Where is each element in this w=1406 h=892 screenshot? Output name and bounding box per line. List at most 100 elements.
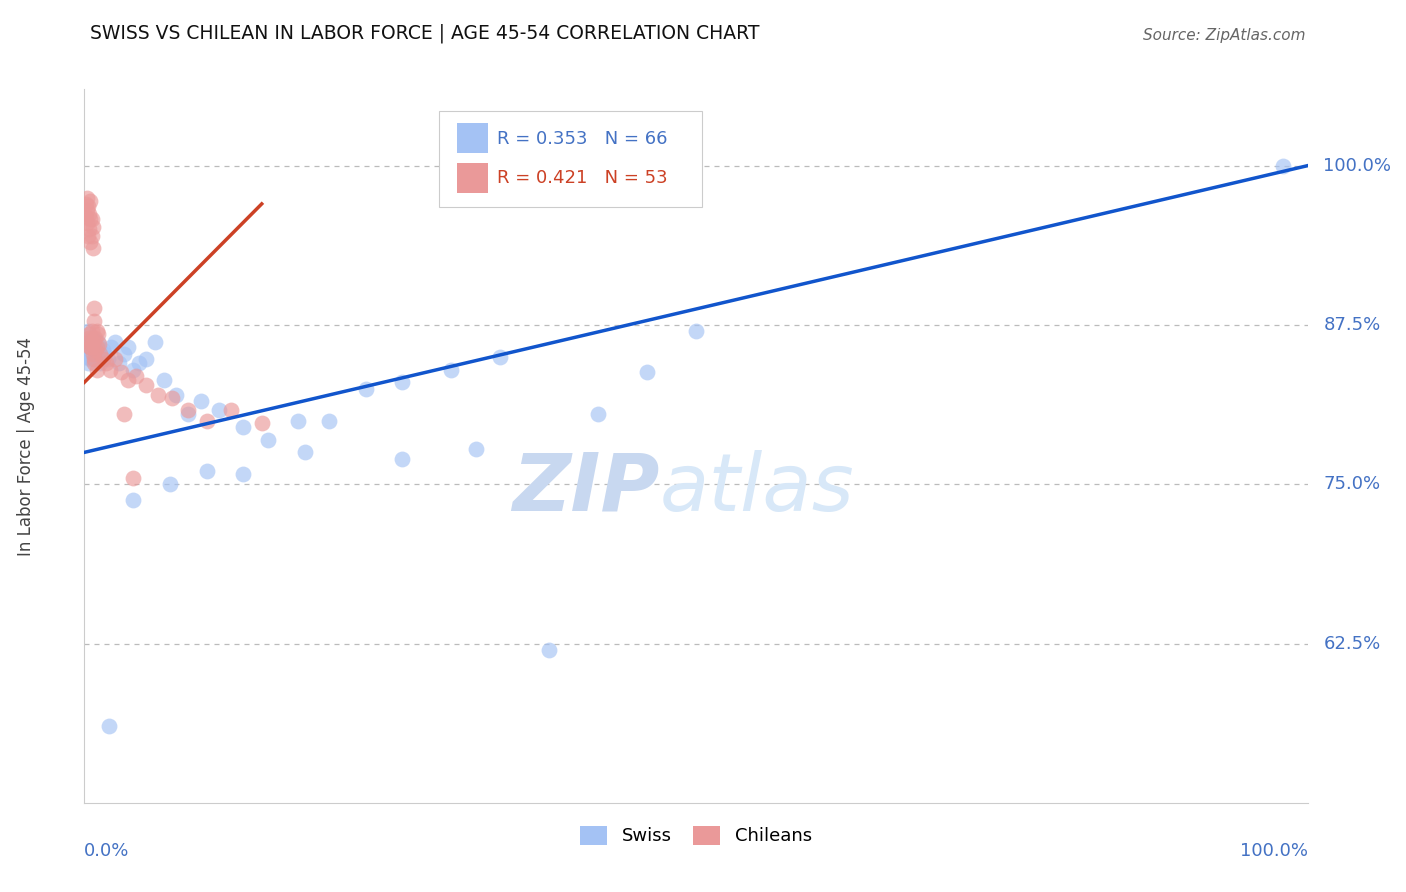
Point: [77, 343, 100, 358]
Point: [112, 347, 135, 361]
Point: [1272, 159, 1295, 173]
Point: [82, 334, 104, 349]
Point: [84, 331, 107, 345]
Text: 87.5%: 87.5%: [1323, 316, 1381, 334]
Point: [287, 413, 309, 427]
Point: [77, 199, 100, 213]
Point: [75, 197, 97, 211]
Point: [190, 394, 212, 409]
FancyBboxPatch shape: [439, 111, 702, 207]
Point: [195, 413, 218, 427]
Point: [80, 343, 103, 358]
Point: [464, 442, 486, 456]
Point: [79, 340, 101, 354]
Text: 0.0%: 0.0%: [84, 842, 129, 860]
Point: [76, 334, 98, 349]
Point: [86, 340, 108, 354]
Point: [79, 352, 101, 367]
Point: [107, 356, 129, 370]
Point: [83, 352, 105, 367]
Point: [79, 212, 101, 227]
Point: [636, 365, 658, 379]
Point: [83, 301, 105, 316]
Point: [250, 416, 273, 430]
Point: [91, 343, 114, 358]
Point: [80, 228, 103, 243]
Point: [97, 352, 120, 367]
Point: [76, 216, 98, 230]
Point: [125, 368, 148, 383]
Point: [79, 340, 101, 354]
Point: [257, 433, 280, 447]
Point: [76, 190, 98, 204]
Point: [100, 340, 122, 354]
Point: [79, 334, 101, 349]
Point: [86, 324, 108, 338]
Point: [76, 340, 98, 354]
Text: R = 0.421   N = 53: R = 0.421 N = 53: [496, 169, 668, 187]
Point: [87, 337, 110, 351]
Point: [79, 194, 101, 209]
Point: [82, 331, 104, 345]
Point: [440, 362, 463, 376]
Point: [354, 382, 377, 396]
Point: [143, 334, 166, 349]
Point: [77, 207, 100, 221]
Text: ZIP: ZIP: [512, 450, 659, 528]
Point: [77, 331, 100, 345]
Point: [177, 407, 200, 421]
Point: [112, 407, 135, 421]
Point: [89, 347, 111, 361]
Point: [86, 343, 108, 358]
Point: [77, 356, 100, 370]
Point: [82, 219, 104, 234]
Point: [96, 356, 118, 370]
Point: [79, 340, 101, 354]
Point: [122, 492, 145, 507]
Point: [87, 334, 110, 349]
Point: [84, 347, 107, 361]
Point: [79, 235, 101, 249]
Point: [80, 337, 103, 351]
Point: [146, 388, 169, 402]
Point: [177, 403, 200, 417]
Point: [159, 477, 181, 491]
Point: [77, 333, 100, 347]
Point: [80, 350, 103, 364]
Point: [80, 337, 103, 351]
Text: 100.0%: 100.0%: [1240, 842, 1308, 860]
Point: [84, 340, 107, 354]
Point: [83, 314, 105, 328]
Legend: Swiss, Chileans: Swiss, Chileans: [571, 817, 821, 855]
Point: [75, 343, 97, 358]
Text: 100.0%: 100.0%: [1323, 157, 1392, 175]
Point: [83, 356, 105, 370]
Point: [76, 350, 98, 364]
Point: [77, 324, 100, 338]
Point: [86, 352, 108, 367]
Text: SWISS VS CHILEAN IN LABOR FORCE | AGE 45-54 CORRELATION CHART: SWISS VS CHILEAN IN LABOR FORCE | AGE 45…: [90, 23, 761, 43]
Point: [75, 210, 97, 224]
Point: [117, 373, 139, 387]
Point: [208, 403, 231, 417]
Point: [87, 340, 110, 354]
Point: [104, 352, 127, 367]
Point: [82, 347, 104, 361]
Point: [87, 326, 110, 341]
Point: [83, 343, 105, 358]
Point: [91, 352, 114, 367]
FancyBboxPatch shape: [457, 123, 488, 153]
Text: In Labor Force | Age 45-54: In Labor Force | Age 45-54: [17, 336, 35, 556]
Point: [294, 445, 316, 459]
Point: [97, 719, 120, 733]
Point: [110, 365, 132, 379]
Point: [489, 350, 512, 364]
Point: [77, 222, 100, 236]
Text: 75.0%: 75.0%: [1323, 475, 1381, 493]
Point: [117, 340, 139, 354]
Point: [86, 362, 108, 376]
Point: [685, 324, 707, 338]
Point: [80, 324, 103, 338]
Point: [77, 334, 100, 349]
Point: [80, 212, 103, 227]
